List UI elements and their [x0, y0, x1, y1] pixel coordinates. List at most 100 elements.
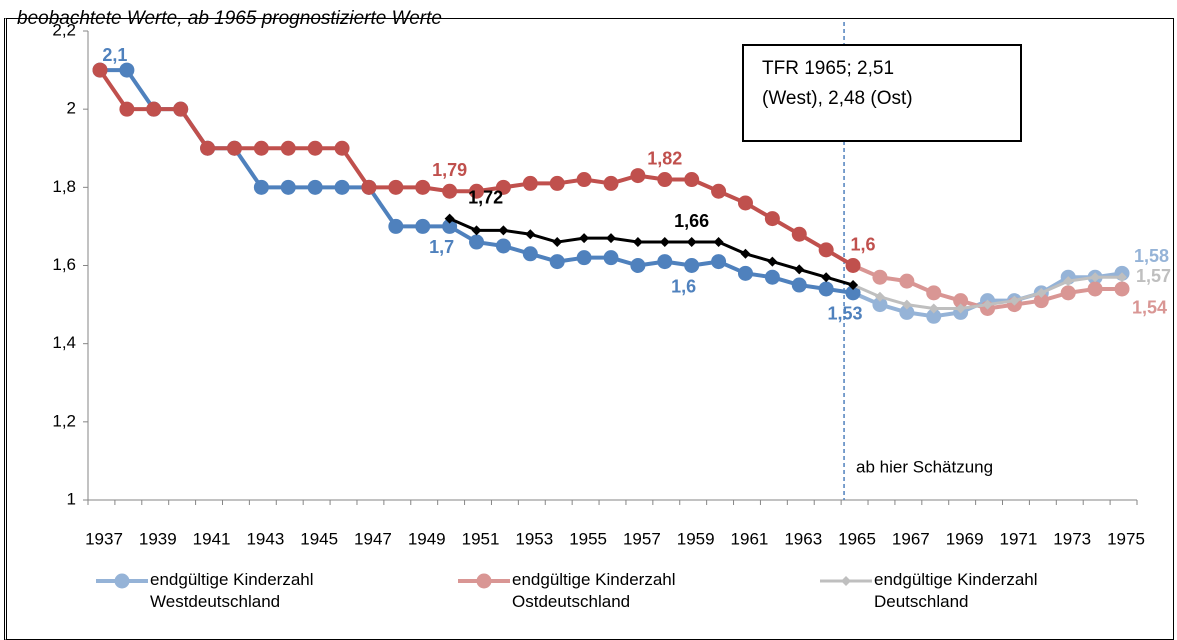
legend-marker — [114, 573, 130, 589]
line-marker — [469, 183, 485, 199]
x-tick-label: 1951 — [462, 529, 500, 548]
y-tick-label: 1 — [67, 489, 76, 508]
x-tick-label: 1957 — [623, 529, 661, 548]
line-marker — [334, 140, 350, 156]
legend-item: endgültige Kinderzahl Ostdeutschland — [456, 570, 702, 613]
line-marker — [872, 297, 888, 313]
line-marker — [119, 62, 135, 78]
data-label: 1,57 — [1136, 266, 1171, 286]
line-marker — [603, 250, 619, 266]
line-marker — [737, 195, 753, 211]
line-marker — [982, 299, 993, 310]
line-marker — [630, 258, 646, 273]
line-marker — [471, 225, 482, 236]
line-marker — [928, 303, 939, 314]
data-label: 1,66 — [674, 211, 709, 231]
y-tick-label: 1,2 — [52, 411, 76, 430]
series-line-forecast — [879, 271, 1123, 319]
line-marker — [361, 179, 377, 195]
line-marker — [280, 179, 296, 195]
x-tick-label: 1943 — [246, 529, 284, 548]
line-marker — [1060, 285, 1076, 301]
line-marker — [740, 248, 751, 259]
annotation-line: (West), 2,48 (Ost) — [762, 88, 913, 109]
data-label: 2,1 — [102, 45, 127, 65]
line-marker — [576, 250, 592, 266]
line-marker — [307, 140, 323, 156]
line-marker — [630, 168, 646, 184]
data-label: 1,79 — [432, 160, 467, 180]
line-marker — [684, 258, 700, 273]
line-marker — [657, 172, 673, 188]
legend-item: endgültige Kinderzahl Westdeutschland — [94, 570, 340, 613]
line-marker — [926, 285, 942, 301]
line-marker — [711, 254, 727, 270]
line-marker — [872, 269, 888, 285]
x-tick-label: 1955 — [569, 529, 607, 548]
line-marker — [522, 175, 538, 191]
legend-label: endgültige Kinderzahl Westdeutschland — [150, 570, 314, 611]
y-tick-label: 2 — [67, 99, 76, 118]
series-connector — [852, 283, 881, 299]
line-marker — [415, 179, 431, 195]
data-label: 1,58 — [1134, 246, 1169, 266]
y-tick-label: 2,2 — [52, 20, 76, 39]
line-marker — [684, 172, 700, 188]
series-line-forecast — [879, 275, 1122, 310]
line-marker — [1117, 272, 1127, 283]
line-marker — [307, 179, 323, 195]
line-marker — [498, 225, 509, 236]
line-marker — [764, 269, 780, 285]
line-marker — [794, 264, 805, 275]
line-marker — [469, 234, 485, 250]
line-marker — [549, 254, 565, 270]
line-marker — [845, 285, 861, 301]
chart-subtitle: beobachtete Werte, ab 1965 prognostizier… — [17, 8, 442, 29]
line-marker — [606, 233, 616, 244]
line-marker — [173, 101, 189, 117]
line-marker — [226, 140, 242, 156]
line-marker — [495, 238, 511, 254]
x-tick-label: 1945 — [300, 529, 338, 548]
series — [444, 213, 1127, 314]
annotation-box: TFR 1965; 2,51 (West), 2,48 (Ost) — [742, 44, 1022, 142]
line-marker — [92, 62, 108, 78]
line-marker — [442, 183, 458, 199]
line-marker — [899, 273, 915, 289]
line-marker — [926, 308, 942, 324]
line-marker — [1033, 293, 1049, 309]
data-label: 1,7 — [429, 237, 454, 257]
legend-label: endgültige Kinderzahl Deutschland — [874, 570, 1038, 611]
divider-label: ab hier Schätzung — [856, 457, 993, 476]
line-marker — [818, 242, 834, 258]
x-tick-label: 1949 — [408, 529, 446, 548]
line-marker — [791, 226, 807, 242]
x-tick-label: 1973 — [1053, 529, 1091, 548]
line-marker — [1036, 287, 1047, 298]
line-marker — [821, 272, 832, 283]
line-marker — [522, 246, 538, 262]
x-tick-label: 1969 — [946, 529, 984, 548]
line-marker — [388, 218, 404, 234]
line-marker — [119, 101, 135, 117]
line-marker — [603, 175, 619, 191]
line-marker — [576, 172, 592, 188]
line-marker — [737, 265, 753, 281]
line-marker — [146, 101, 162, 117]
legend-marker — [476, 573, 492, 589]
data-label: 1,6 — [851, 234, 876, 254]
x-tick-label: 1947 — [354, 529, 392, 548]
line-marker — [525, 229, 536, 240]
line-marker — [442, 218, 458, 234]
legend-swatch — [820, 576, 872, 586]
series-line — [100, 68, 854, 295]
line-marker — [1009, 295, 1020, 306]
x-tick-label: 1937 — [85, 529, 123, 548]
line-marker — [253, 179, 269, 195]
line-marker — [818, 281, 834, 297]
line-marker — [632, 237, 643, 248]
annotation-line: TFR 1965; 2,51 — [762, 58, 895, 79]
line-marker — [200, 140, 216, 156]
line-marker — [686, 237, 697, 248]
